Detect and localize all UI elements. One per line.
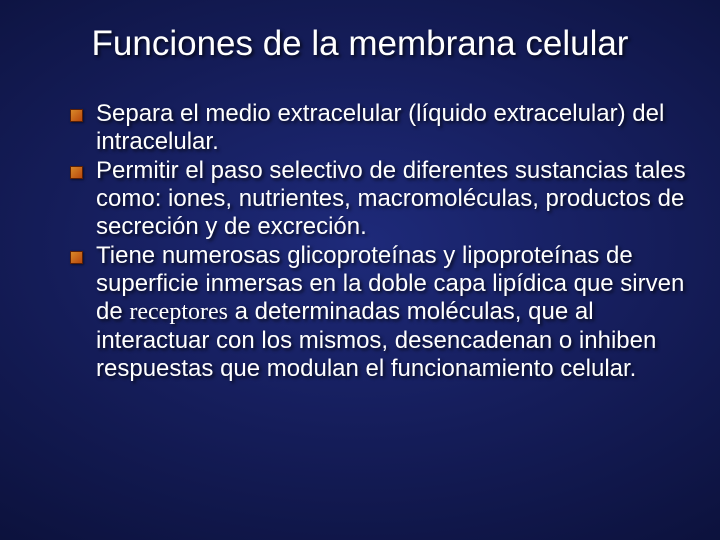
slide-body: Separa el medio extracelular (líquido ex… — [30, 100, 690, 383]
bullet-list: Separa el medio extracelular (líquido ex… — [70, 100, 690, 383]
list-item: Separa el medio extracelular (líquido ex… — [70, 100, 690, 157]
list-item: Tiene numerosas glicoproteínas y lipopro… — [70, 242, 690, 384]
list-item-text: Permitir el paso selectivo de diferentes… — [96, 157, 686, 241]
slide-title: Funciones de la membrana celular — [30, 24, 690, 64]
list-item-text: Separa el medio extracelular (líquido ex… — [96, 100, 664, 155]
list-item: Permitir el paso selectivo de diferentes… — [70, 157, 690, 242]
list-item-emphasis: receptores — [129, 299, 228, 325]
